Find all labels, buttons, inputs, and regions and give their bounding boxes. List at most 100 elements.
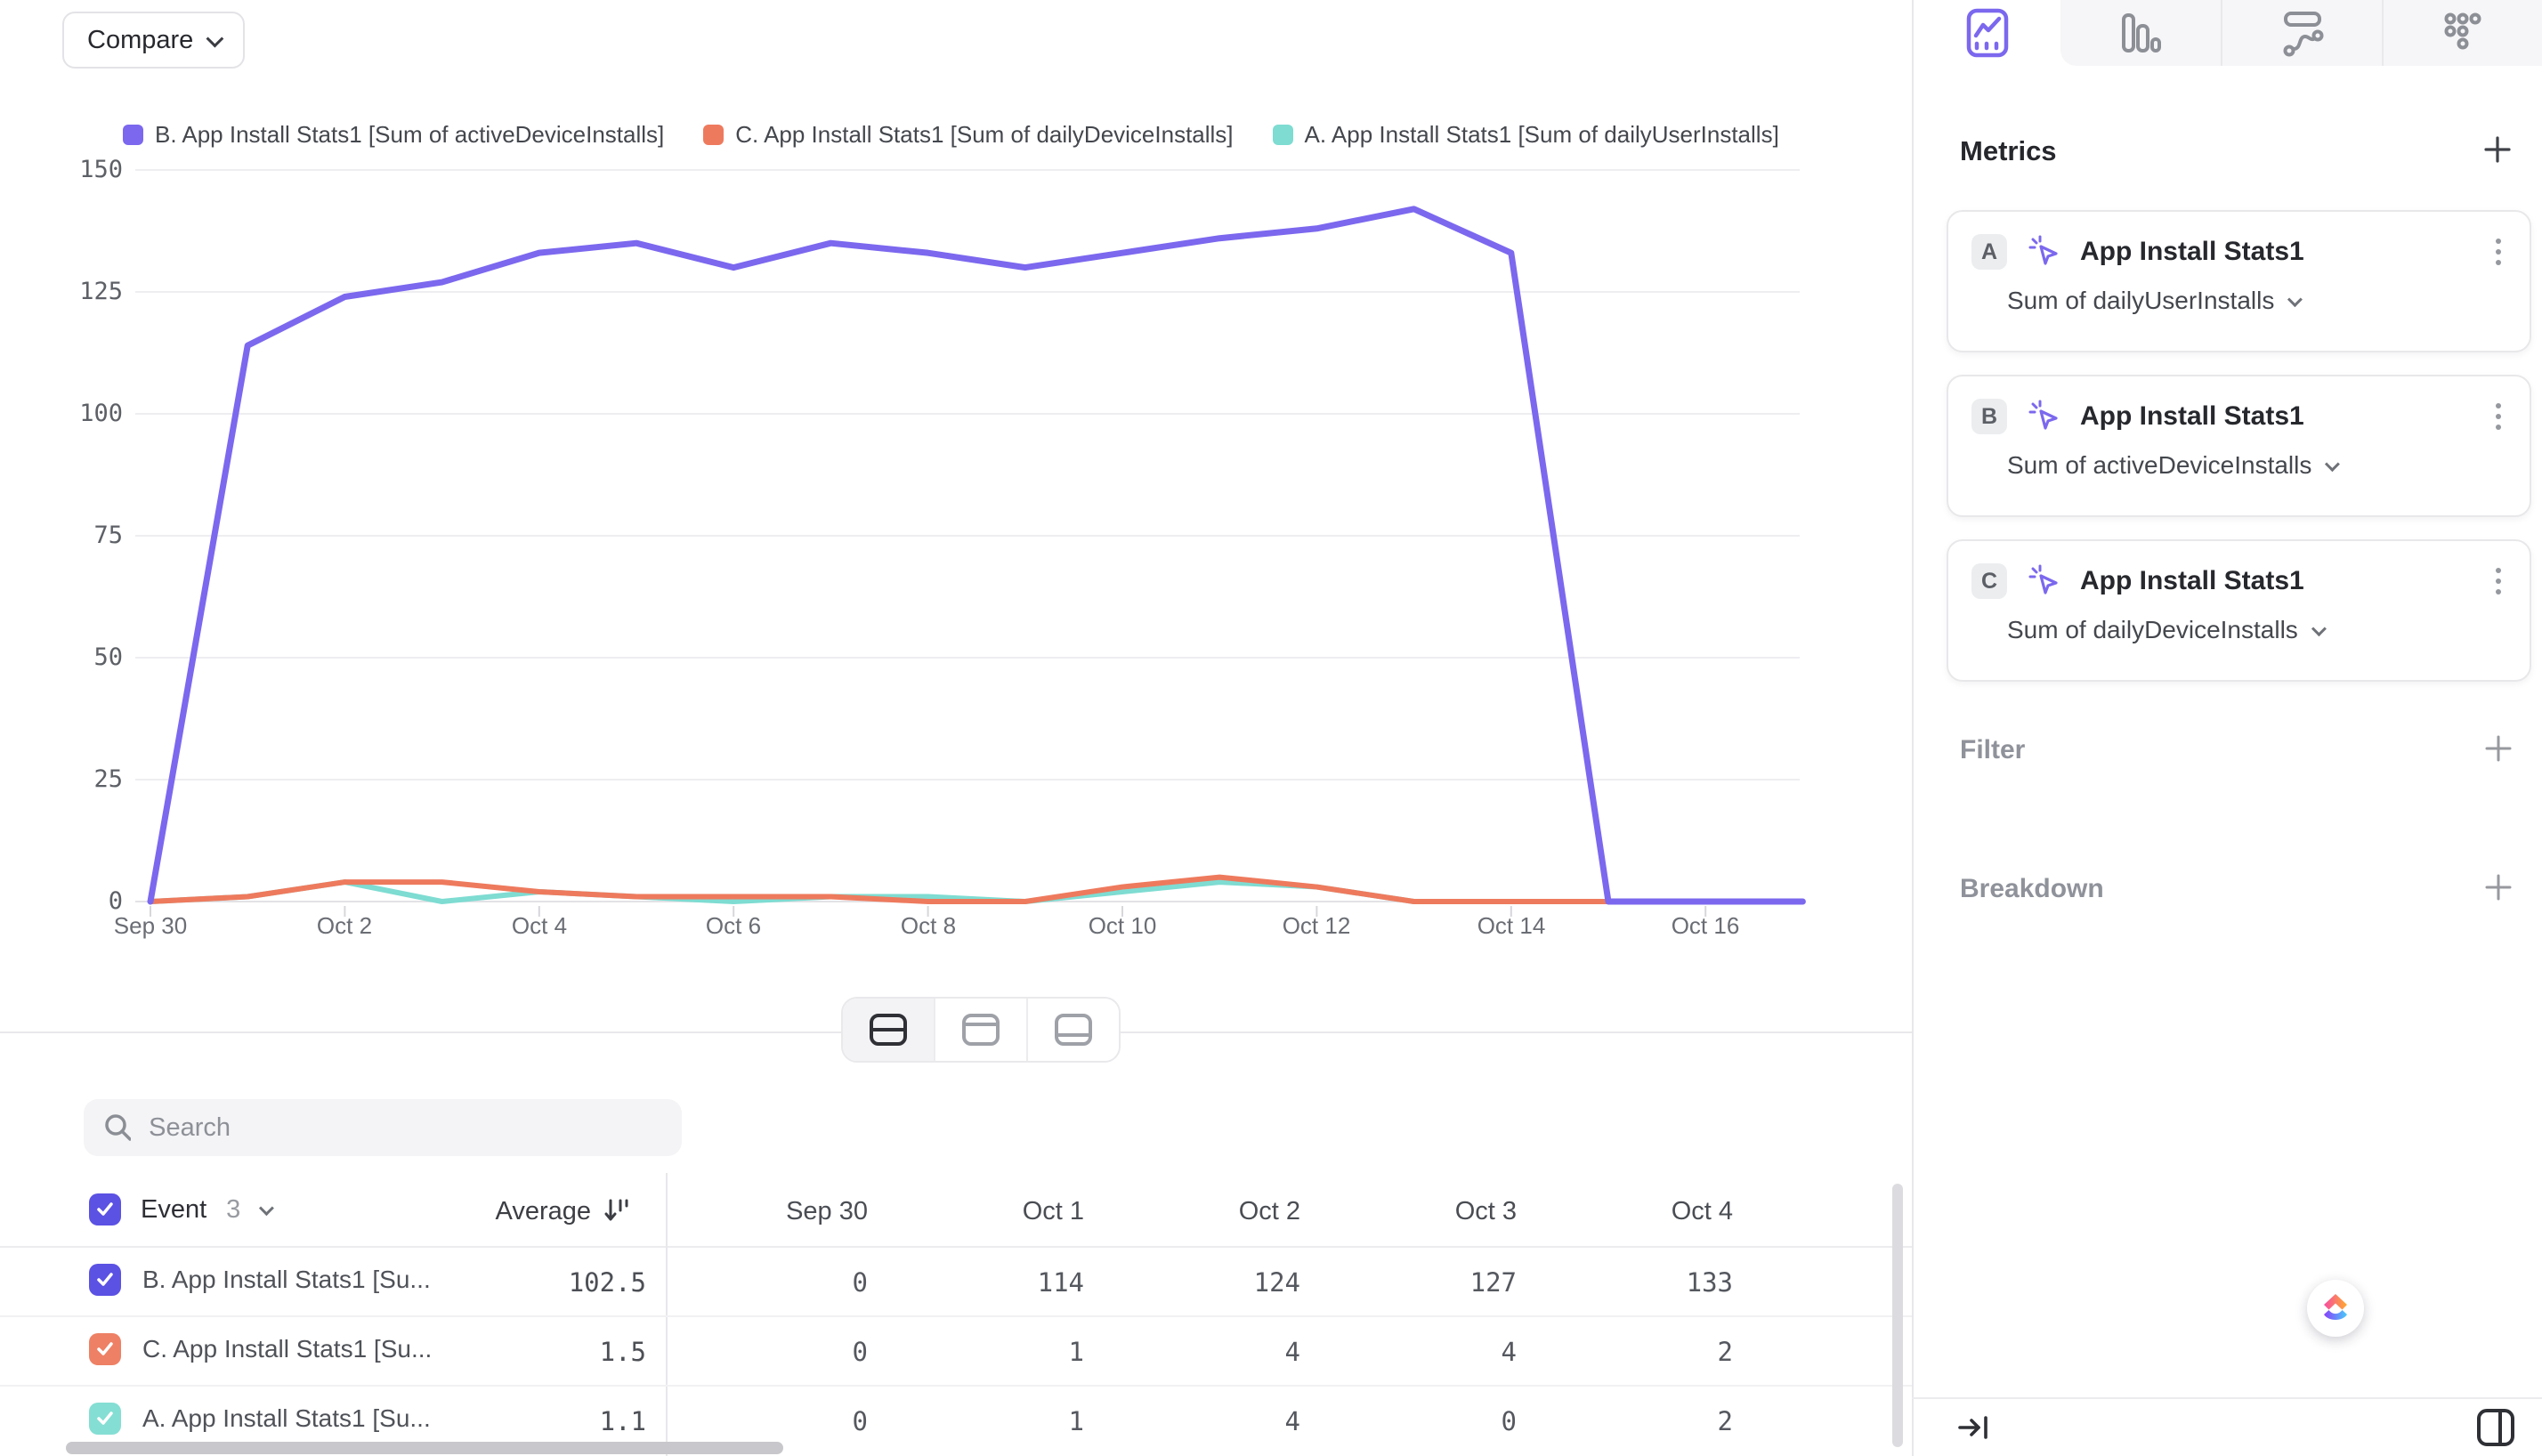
- row-average: 1.1: [599, 1406, 646, 1436]
- x-axis-tick: Oct 6: [705, 912, 762, 939]
- metric-field-dropdown[interactable]: Sum of dailyUserInstalls: [2007, 287, 2506, 315]
- cell-value: 0: [1501, 1406, 1517, 1436]
- bar-chart-icon: [2121, 13, 2161, 53]
- search-input[interactable]: [147, 1112, 662, 1144]
- tab-sankey[interactable]: [2220, 0, 2383, 66]
- cell-value: 1: [1068, 1337, 1084, 1367]
- compare-label: Compare: [87, 25, 194, 54]
- layout-panel-top-button[interactable]: [934, 999, 1026, 1061]
- add-breakdown-button[interactable]: [2483, 872, 2515, 904]
- metric-card-b[interactable]: B App Install Stats1 Sum of activeDevice…: [1947, 375, 2531, 517]
- average-column-header[interactable]: Average: [495, 1197, 592, 1225]
- row-checkbox[interactable]: [89, 1264, 121, 1296]
- legend-swatch: [123, 125, 143, 145]
- cell-value: 2: [1717, 1337, 1733, 1367]
- cell-value: 0: [852, 1337, 868, 1367]
- line-chart[interactable]: [0, 151, 1912, 934]
- breakdown-section-title: Breakdown: [1960, 874, 2104, 903]
- chart-legend: B. App Install Stats1 [Sum of activeDevi…: [123, 121, 1779, 149]
- tab-group: [2060, 0, 2542, 66]
- date-column-header[interactable]: Oct 3: [1454, 1197, 1517, 1225]
- tab-dots-grid[interactable]: [2382, 0, 2542, 66]
- layout-split-horizontal-button[interactable]: [843, 999, 934, 1061]
- legend-swatch: [703, 125, 725, 145]
- row-checkbox[interactable]: [89, 1333, 121, 1365]
- date-column-header[interactable]: Oct 1: [1022, 1197, 1084, 1225]
- cell-value: 2: [1717, 1406, 1733, 1436]
- legend-item-c[interactable]: C. App Install Stats1 [Sum of dailyDevic…: [703, 121, 1234, 149]
- legend-label: B. App Install Stats1 [Sum of activeDevi…: [155, 121, 665, 148]
- toggle-panel-button[interactable]: [2473, 1404, 2519, 1451]
- legend-item-b[interactable]: B. App Install Stats1 [Sum of activeDevi…: [123, 121, 664, 149]
- plus-icon: [2485, 874, 2512, 901]
- x-axis-tick: Oct 12: [1282, 912, 1351, 939]
- cursor-sparkle-icon: [2028, 564, 2058, 595]
- x-axis-tick: Oct 4: [511, 912, 568, 939]
- y-axis-tick: 100: [79, 400, 123, 427]
- cell-value: 0: [852, 1406, 868, 1436]
- split-horizontal-icon: [870, 1014, 907, 1046]
- row-checkbox[interactable]: [89, 1403, 121, 1435]
- metric-subtitle: Sum of dailyDeviceInstalls: [2007, 616, 2298, 643]
- metric-title: App Install Stats1: [2080, 566, 2304, 595]
- layout-panel-bottom-button[interactable]: [1026, 999, 1119, 1061]
- y-axis-tick: 50: [93, 643, 123, 671]
- sort-descending-icon[interactable]: [602, 1196, 630, 1225]
- add-metric-button[interactable]: [2481, 133, 2514, 166]
- legend-swatch: [1272, 125, 1293, 145]
- table-row[interactable]: A. App Install Stats1 [Su... 1.1 0 1 4 0…: [0, 1385, 1912, 1454]
- cursor-sparkle-icon: [2028, 235, 2058, 265]
- date-column-header[interactable]: Sep 30: [786, 1197, 868, 1225]
- tab-bar-chart[interactable]: [2060, 0, 2221, 66]
- metric-subtitle: Sum of dailyUserInstalls: [2007, 287, 2275, 314]
- chart-type-tabbar: [1914, 0, 2542, 66]
- plus-icon: [2485, 735, 2512, 762]
- column-divider: [666, 1173, 668, 1456]
- horizontal-scrollbar[interactable]: [66, 1442, 783, 1454]
- plus-icon: [2484, 136, 2511, 163]
- metric-title: App Install Stats1: [2080, 237, 2304, 266]
- cell-value: 114: [1037, 1267, 1084, 1298]
- y-axis-tick: 125: [79, 278, 123, 305]
- table-row[interactable]: C. App Install Stats1 [Su... 1.5 0 1 4 4…: [0, 1315, 1912, 1385]
- collapse-sidebar-button[interactable]: [1953, 1408, 1996, 1447]
- x-axis-tick: Oct 14: [1477, 912, 1546, 939]
- metric-field-dropdown[interactable]: Sum of dailyDeviceInstalls: [2007, 616, 2506, 644]
- config-sidebar: Metrics A App Install Stats1 Sum of dail…: [1912, 0, 2542, 1456]
- row-label: C. App Install Stats1 [Su...: [142, 1335, 433, 1363]
- legend-label: A. App Install Stats1 [Sum of dailyUserI…: [1304, 121, 1779, 148]
- date-column-header[interactable]: Oct 2: [1238, 1197, 1300, 1225]
- row-label: B. App Install Stats1 [Su...: [142, 1266, 431, 1293]
- divider: [1912, 1397, 2542, 1399]
- chevron-down-icon: [2325, 457, 2341, 473]
- table-row[interactable]: B. App Install Stats1 [Su... 102.5 0 114…: [0, 1246, 1912, 1315]
- select-all-checkbox[interactable]: [89, 1193, 121, 1225]
- cell-value: 124: [1253, 1267, 1300, 1298]
- check-icon: [97, 1342, 113, 1355]
- metric-badge: B: [1971, 399, 2007, 434]
- date-column-header[interactable]: Oct 4: [1671, 1197, 1733, 1225]
- legend-item-a[interactable]: A. App Install Stats1 [Sum of dailyUserI…: [1272, 121, 1779, 149]
- kebab-menu-icon[interactable]: [2490, 562, 2506, 600]
- event-count: 3: [226, 1194, 241, 1224]
- metric-field-dropdown[interactable]: Sum of activeDeviceInstalls: [2007, 451, 2506, 480]
- cell-value: 133: [1686, 1267, 1733, 1298]
- vertical-scrollbar[interactable]: [1892, 1184, 1903, 1447]
- y-axis-tick: 0: [108, 887, 123, 915]
- clickup-logo-button[interactable]: [2307, 1280, 2364, 1337]
- metric-card-c[interactable]: C App Install Stats1 Sum of dailyDeviceI…: [1947, 539, 2531, 682]
- tab-line-chart[interactable]: [1914, 0, 2060, 66]
- cell-value: 127: [1469, 1267, 1517, 1298]
- chevron-down-icon[interactable]: [259, 1201, 275, 1217]
- search-icon: [105, 1114, 132, 1141]
- compare-button[interactable]: Compare: [62, 12, 246, 69]
- metric-badge: C: [1971, 563, 2007, 599]
- kebab-menu-icon[interactable]: [2490, 398, 2506, 435]
- series-line: [148, 879, 1806, 904]
- add-filter-button[interactable]: [2483, 733, 2515, 765]
- metric-card-a[interactable]: A App Install Stats1 Sum of dailyUserIns…: [1947, 210, 2531, 352]
- kebab-menu-icon[interactable]: [2490, 233, 2506, 271]
- table-header: Event 3 Average Sep 30 Oct 1 Oct 2 Oct 3…: [0, 1173, 1912, 1246]
- panel-bottom-icon: [1055, 1014, 1092, 1046]
- cell-value: 0: [852, 1267, 868, 1298]
